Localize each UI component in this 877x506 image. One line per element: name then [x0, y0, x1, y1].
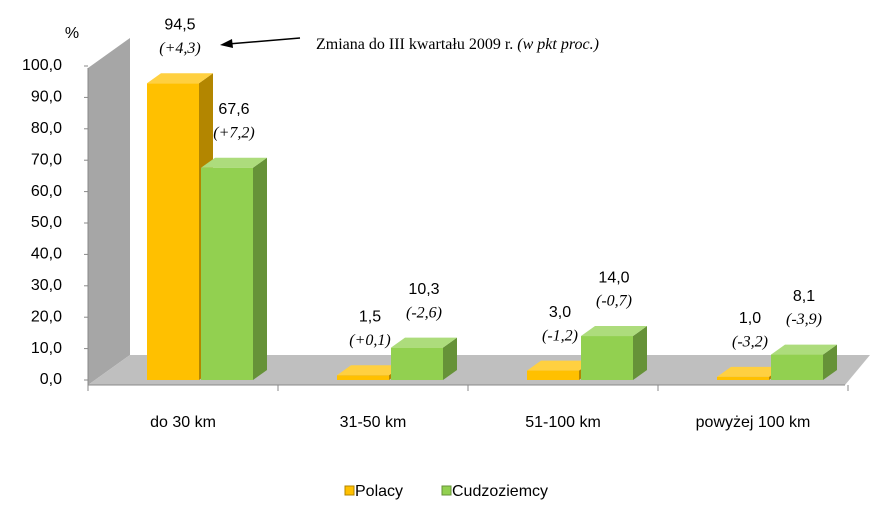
floor [88, 355, 870, 385]
bar-top [337, 365, 403, 376]
annotation-arrow [227, 37, 301, 45]
bar [201, 167, 253, 380]
value-label: 1,5 [359, 309, 381, 326]
change-label: (-0,7) [596, 293, 632, 310]
value-label: 94,5 [164, 16, 195, 33]
x-tick-label: do 30 km [150, 414, 216, 431]
back-wall [88, 38, 130, 385]
bar-top [581, 326, 647, 337]
y-tick-label: 20,0 [31, 308, 62, 325]
bar [717, 376, 769, 380]
value-label: 3,0 [549, 304, 571, 321]
bar-side [633, 326, 647, 380]
change-label: (+0,1) [349, 332, 390, 349]
value-label: 8,1 [793, 288, 815, 305]
bar [581, 336, 633, 380]
annotation-note: (w pkt proc.) [517, 36, 599, 53]
bar-side [443, 337, 457, 380]
arrow-head [220, 39, 233, 48]
bar-top [391, 337, 457, 348]
legend-marker [344, 485, 355, 496]
y-tick-label: 30,0 [31, 277, 62, 294]
y-tick-label: 40,0 [31, 246, 62, 263]
legend-label: Cudzoziemcy [452, 483, 548, 500]
value-label: 1,0 [739, 310, 761, 327]
bar-top [717, 366, 783, 377]
bar [337, 375, 389, 380]
value-label: 10,3 [408, 281, 439, 298]
y-tick-label: 10,0 [31, 340, 62, 357]
x-tick-label: powyżej 100 km [696, 414, 811, 431]
bar [527, 370, 579, 380]
x-tick-label: 31-50 km [340, 414, 407, 431]
change-label: (-3,9) [786, 311, 822, 328]
annotation: Zmiana do III kwartału 2009 r. (w pkt pr… [316, 36, 599, 53]
y-tick-label: 80,0 [31, 120, 62, 137]
annotation-text: Zmiana do III kwartału 2009 r. [316, 36, 513, 53]
bar-top [201, 157, 267, 168]
bar [391, 347, 443, 380]
value-label: 67,6 [218, 101, 249, 118]
x-tick-label: 51-100 km [525, 414, 601, 431]
change-label: (-3,2) [732, 334, 768, 351]
y-tick-label: 60,0 [31, 183, 62, 200]
bar-top [771, 344, 837, 355]
change-label: (-2,6) [406, 304, 442, 321]
bar-top [527, 360, 593, 371]
bar-side [823, 344, 837, 380]
y-tick-label: 90,0 [31, 89, 62, 106]
y-tick-label: 70,0 [31, 151, 62, 168]
y-tick-label: 50,0 [31, 214, 62, 231]
y-tick-label: 0,0 [40, 371, 62, 388]
value-label: 14,0 [598, 269, 629, 286]
legend-label: Polacy [355, 483, 403, 500]
y-tick-label: 100,0 [22, 57, 62, 74]
bar-top [147, 73, 213, 84]
legend-marker [441, 485, 452, 496]
y-axis-label: % [65, 25, 79, 42]
change-label: (+7,2) [213, 124, 254, 141]
change-label: (+4,3) [159, 40, 200, 57]
change-label: (-1,2) [542, 327, 578, 344]
bar [771, 354, 823, 380]
bar-side [253, 157, 267, 380]
bar [147, 83, 199, 381]
